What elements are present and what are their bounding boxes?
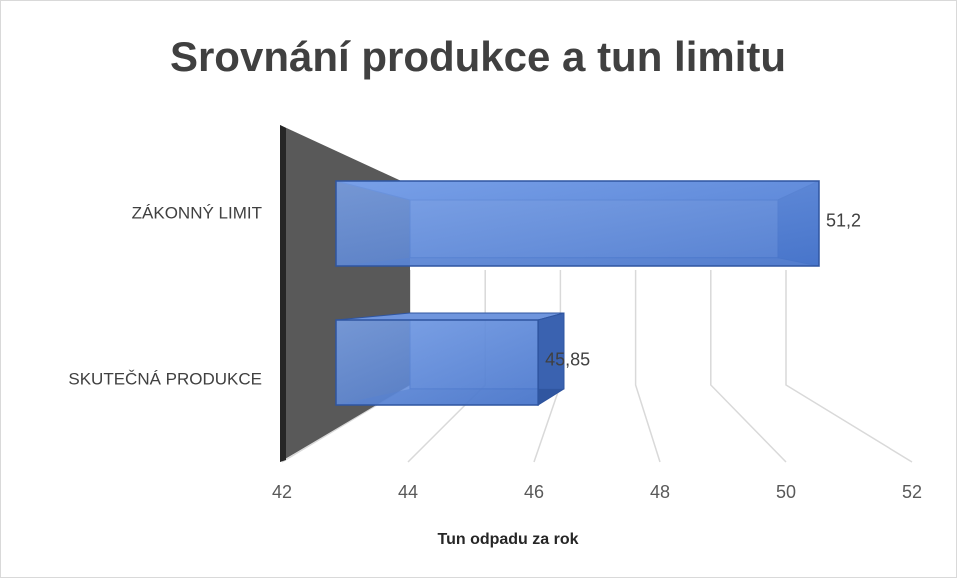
bar-front [335,319,539,406]
chart-title: Srovnání produkce a tun limitu [170,33,786,80]
data-label: 51,2 [826,210,861,230]
x-tick-label: 46 [524,482,544,502]
x-axis-title: Tun odpadu za rok [437,531,578,548]
x-tick-label: 50 [776,482,796,502]
category-label: SKUTEČNÁ PRODUKCE [68,369,262,388]
grid-line [634,270,661,463]
bar [335,180,820,267]
bar [335,312,565,406]
grid-line [710,270,787,463]
x-tick-label: 48 [650,482,670,502]
bar-front [335,180,820,267]
data-label: 45,85 [545,349,590,369]
category-label: ZÁKONNÝ LIMIT [132,203,262,222]
x-tick-label: 52 [902,482,922,502]
x-tick-label: 42 [272,482,292,502]
side-wall-edge [280,125,286,462]
x-tick-label: 44 [398,482,418,502]
grid-line [785,270,913,463]
